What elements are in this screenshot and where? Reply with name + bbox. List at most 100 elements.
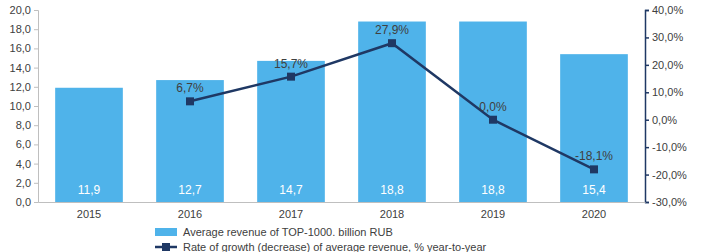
plot-marks [55, 22, 628, 202]
tick-label: 2,0 [16, 177, 31, 189]
tick: 0,0% [645, 114, 677, 126]
data-label: 15,4 [582, 183, 606, 197]
bar [156, 80, 224, 202]
tick-mark [34, 125, 38, 126]
axis-line [39, 202, 646, 203]
bar [55, 88, 123, 202]
data-label: 6,7% [176, 81, 204, 95]
bar [358, 22, 426, 202]
legend-item: Rate of growth (decrease) of average rev… [155, 241, 487, 252]
tick-label: -10,0% [652, 141, 687, 153]
tick-mark [34, 164, 38, 165]
marker [186, 97, 194, 105]
tick-label: 30,0% [652, 31, 683, 43]
tick-label: 8,0 [16, 119, 31, 131]
marker [287, 73, 295, 81]
tick: 12,0 [10, 81, 38, 93]
tick: 20,0 [10, 4, 38, 16]
tick-mark [645, 174, 649, 176]
tick-label: 2017 [279, 208, 303, 220]
tick-mark [34, 10, 38, 11]
tick: 2016 [178, 202, 202, 220]
tick-mark [645, 37, 649, 39]
legend-swatch [155, 228, 177, 236]
data-label: 27,9% [375, 23, 409, 37]
data-labels: 11,9 12,7 14,7 18,8 18,8 15,4 6,7% 15,7% 27,9% 0,… [78, 23, 614, 197]
data-label: 18,8 [481, 183, 505, 197]
tick-mark [34, 87, 38, 88]
tick-mark [34, 144, 38, 145]
tick-label: 2016 [178, 208, 202, 220]
tick-mark [645, 202, 649, 204]
data-label: 18,8 [380, 183, 404, 197]
tick-label: 40,0% [652, 4, 683, 16]
tick-label: 2015 [77, 208, 101, 220]
tick: 16,0 [10, 42, 38, 54]
legend: Average revenue of TOP-1000. billion RUB… [155, 226, 487, 252]
bar [560, 54, 628, 202]
tick-mark [34, 183, 38, 184]
legend-item: Average revenue of TOP-1000. billion RUB [155, 226, 393, 238]
tick-mark [34, 106, 38, 107]
tick: 10,0% [645, 86, 683, 98]
tick-label: 2019 [481, 208, 505, 220]
tick-mark [645, 10, 649, 12]
tick: 6,0 [16, 138, 38, 150]
tick: 2017 [279, 202, 303, 220]
line [190, 43, 594, 169]
tick-label: 20,0% [652, 59, 683, 71]
axis-line [646, 11, 650, 203]
tick-mark [34, 68, 38, 69]
tick-mark [645, 119, 649, 121]
data-label: 11,9 [78, 183, 101, 197]
legend-marker [162, 243, 170, 251]
marker [590, 165, 598, 173]
tick: 2,0 [16, 177, 38, 189]
marker [388, 39, 396, 47]
tick-label: 2018 [380, 208, 404, 220]
tick-mark [645, 92, 649, 94]
y-axis: 0,0 2,0 4,0 6,0 8,0 10,0 12,0 14,0 16,0 18,0 20,0 [10, 4, 39, 208]
data-label: -18,1% [575, 149, 613, 163]
tick-label: 18,0 [10, 23, 31, 35]
bar [459, 22, 527, 202]
tick: 2019 [481, 202, 505, 220]
chart: 0,0 2,0 4,0 6,0 8,0 10,0 12,0 14,0 16,0 18,0 20,0 -… [0, 0, 703, 252]
tick-mark [34, 202, 38, 203]
tick-mark [645, 65, 649, 67]
data-label: 15,7% [274, 57, 308, 71]
tick: 8,0 [16, 119, 38, 131]
tick-mark [645, 147, 649, 149]
tick: 18,0 [10, 23, 38, 35]
data-label: 0,0% [479, 100, 507, 114]
tick-label: 6,0 [16, 138, 31, 150]
tick: 2020 [582, 202, 606, 220]
legend-label: Average revenue of TOP-1000. billion RUB [183, 226, 393, 238]
tick-label: 0,0% [652, 114, 677, 126]
tick: -20,0% [645, 169, 687, 181]
tick: 2015 [77, 202, 101, 220]
legend-label: Rate of growth (decrease) of average rev… [183, 241, 487, 252]
tick-label: 20,0 [10, 4, 31, 16]
tick-label: 10,0% [652, 86, 683, 98]
tick: 14,0 [10, 62, 38, 74]
data-label: 14,7 [279, 183, 303, 197]
tick: 4,0 [16, 158, 38, 170]
axis-line [34, 11, 39, 203]
x-axis: 2015 2016 2017 2018 2019 2020 [39, 202, 646, 220]
tick-label: 12,0 [10, 81, 31, 93]
tick-label: 4,0 [16, 158, 31, 170]
marker [489, 116, 497, 124]
tick: 10,0 [10, 100, 38, 112]
tick-mark [34, 48, 38, 49]
tick: 30,0% [645, 31, 683, 43]
tick: 20,0% [645, 59, 683, 71]
tick-mark [34, 29, 38, 30]
tick: 0,0 [16, 196, 38, 208]
data-label: 12,7 [178, 183, 202, 197]
tick: 2018 [380, 202, 404, 220]
tick-label: 0,0 [16, 196, 31, 208]
tick: -30,0% [645, 196, 687, 208]
tick-label: 2020 [582, 208, 606, 220]
tick-label: 10,0 [10, 100, 31, 112]
